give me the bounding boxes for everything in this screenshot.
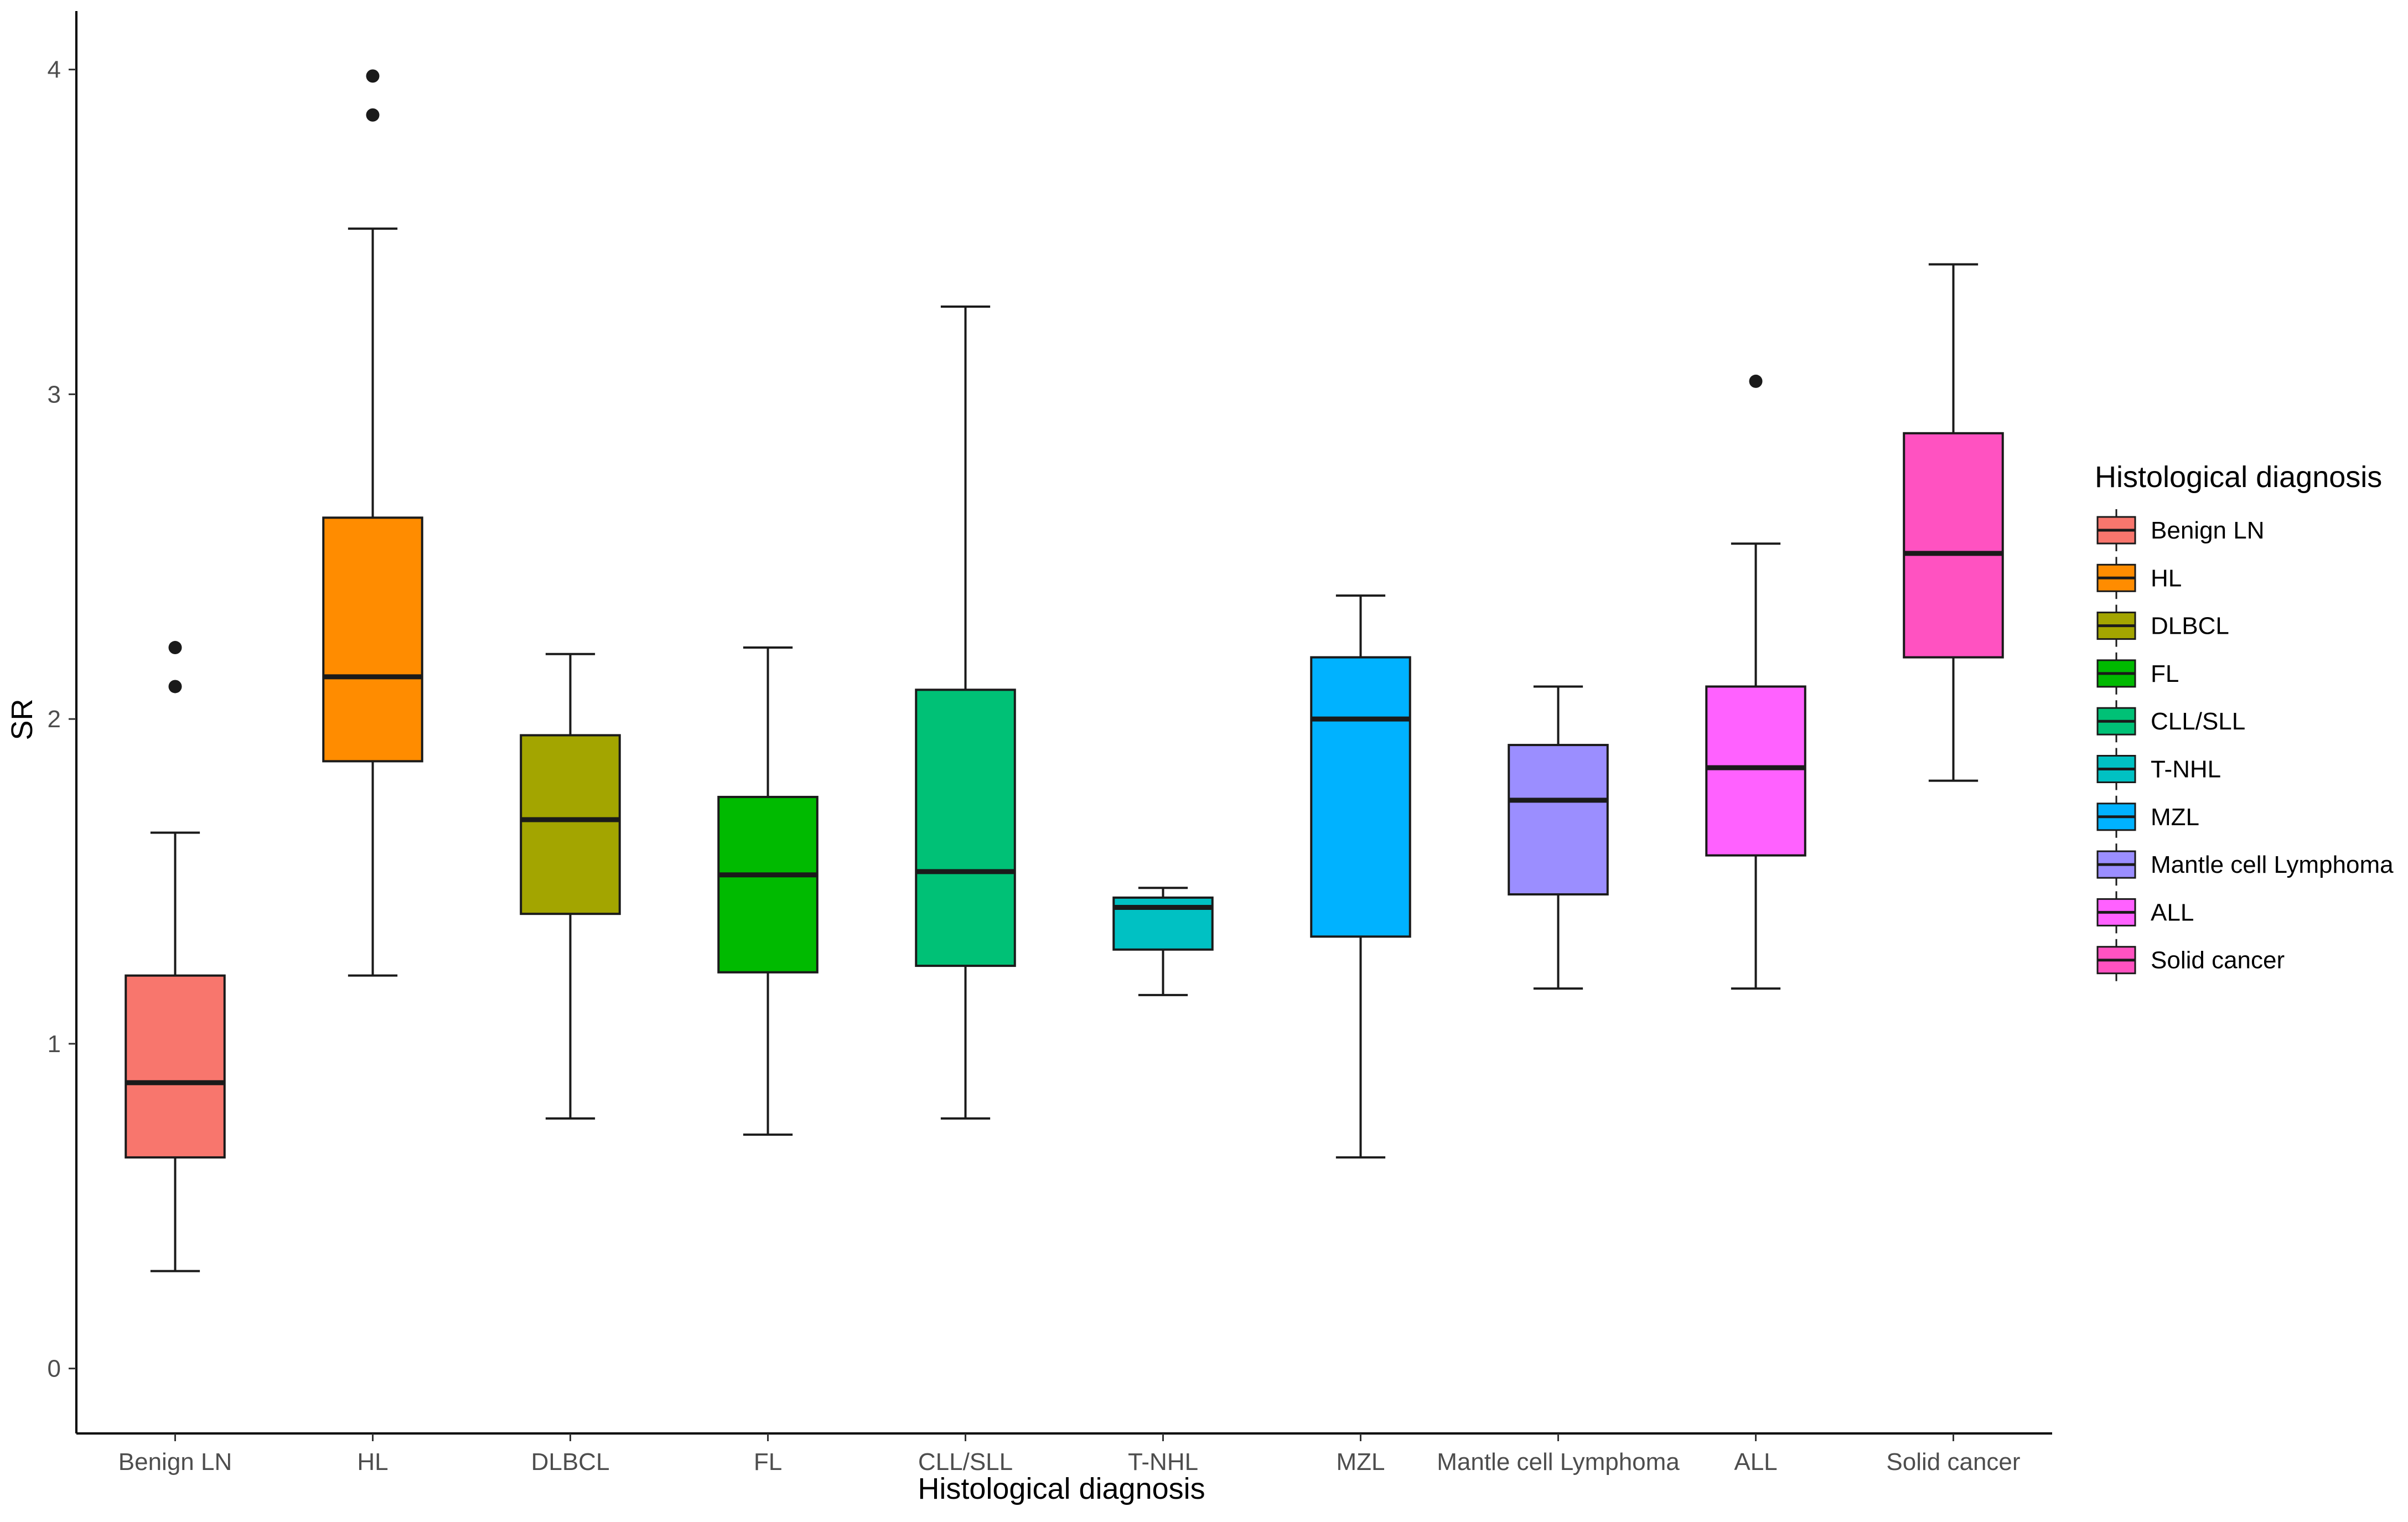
box-group — [1903, 263, 2004, 782]
legend-item: Solid cancer — [2096, 939, 2285, 981]
legend-item: Benign LN — [2096, 509, 2264, 551]
x-tick-label: T-NHL — [1128, 1448, 1198, 1476]
legend-item: FL — [2096, 652, 2179, 695]
outlier-point — [366, 108, 380, 122]
box — [520, 734, 621, 915]
outlier-point — [168, 680, 182, 693]
legend-item: Mantle cell Lymphoma — [2096, 843, 2394, 886]
box — [1508, 744, 1609, 895]
box-group — [1112, 887, 1214, 996]
box-group — [1310, 594, 1411, 1159]
box — [1705, 685, 1806, 857]
x-tick-label: ALL — [1734, 1448, 1777, 1476]
legend-item: T-NHL — [2096, 748, 2221, 790]
legend-label: DLBCL — [2151, 613, 2229, 640]
box — [125, 974, 226, 1159]
y-tick-label: 3 — [48, 381, 61, 408]
box — [1310, 656, 1411, 938]
outlier-point — [1749, 374, 1763, 388]
box-group — [520, 653, 621, 1120]
legend-item: HL — [2096, 557, 2182, 599]
x-tick-label: Solid cancer — [1886, 1448, 2020, 1476]
x-tick-label: DLBCL — [531, 1448, 610, 1476]
legend: Histological diagnosis Benign LN HL DLBCL F… — [2095, 460, 2394, 981]
box-group — [717, 646, 819, 1136]
legend-label: T-NHL — [2151, 756, 2221, 783]
x-tick-label: MZL — [1337, 1448, 1385, 1476]
legend-label: MZL — [2151, 804, 2199, 831]
box — [322, 516, 423, 763]
outlier-point — [366, 69, 380, 83]
y-tick-label: 4 — [48, 56, 61, 84]
x-tick-label: FL — [754, 1448, 782, 1476]
x-axis-title: Histological diagnosis — [918, 1472, 1205, 1505]
box-group — [915, 305, 1016, 1120]
legend-label: Solid cancer — [2151, 947, 2285, 974]
legend-label: HL — [2151, 565, 2182, 592]
outlier-point — [168, 641, 182, 655]
tick-labels: 0 1 2 3 4 Benign LN HL DLBCL FL CLL/SLL T-NHL MZL Ma… — [48, 56, 2021, 1476]
x-tick-label: Mantle cell Lymphoma — [1437, 1448, 1680, 1476]
legend-title: Histological diagnosis — [2095, 460, 2382, 494]
y-tick-label: 2 — [48, 706, 61, 733]
legend-label: FL — [2151, 660, 2179, 687]
x-tick-label: CLL/SLL — [918, 1448, 1013, 1476]
legend-label: ALL — [2151, 899, 2194, 926]
y-tick-label: 1 — [48, 1031, 61, 1058]
box — [717, 795, 819, 974]
legend-label: Benign LN — [2151, 517, 2264, 544]
legend-label: Mantle cell Lymphoma — [2151, 851, 2394, 878]
y-axis-title: SR — [6, 698, 39, 740]
y-tick-label: 0 — [48, 1355, 61, 1383]
box-group — [1705, 374, 1806, 990]
box-group — [1508, 685, 1609, 990]
box-group — [125, 641, 226, 1272]
box — [1903, 432, 2004, 659]
legend-item: CLL/SLL — [2096, 700, 2245, 743]
legend-item: MZL — [2096, 795, 2199, 838]
legend-item: ALL — [2096, 891, 2194, 934]
box-group — [322, 69, 423, 977]
box — [915, 688, 1016, 967]
legend-label: CLL/SLL — [2151, 708, 2245, 735]
boxes — [125, 69, 2004, 1272]
x-tick-label: HL — [357, 1448, 388, 1476]
legend-item: DLBCL — [2096, 604, 2229, 647]
axes — [69, 11, 2052, 1441]
x-tick-label: Benign LN — [118, 1448, 232, 1476]
